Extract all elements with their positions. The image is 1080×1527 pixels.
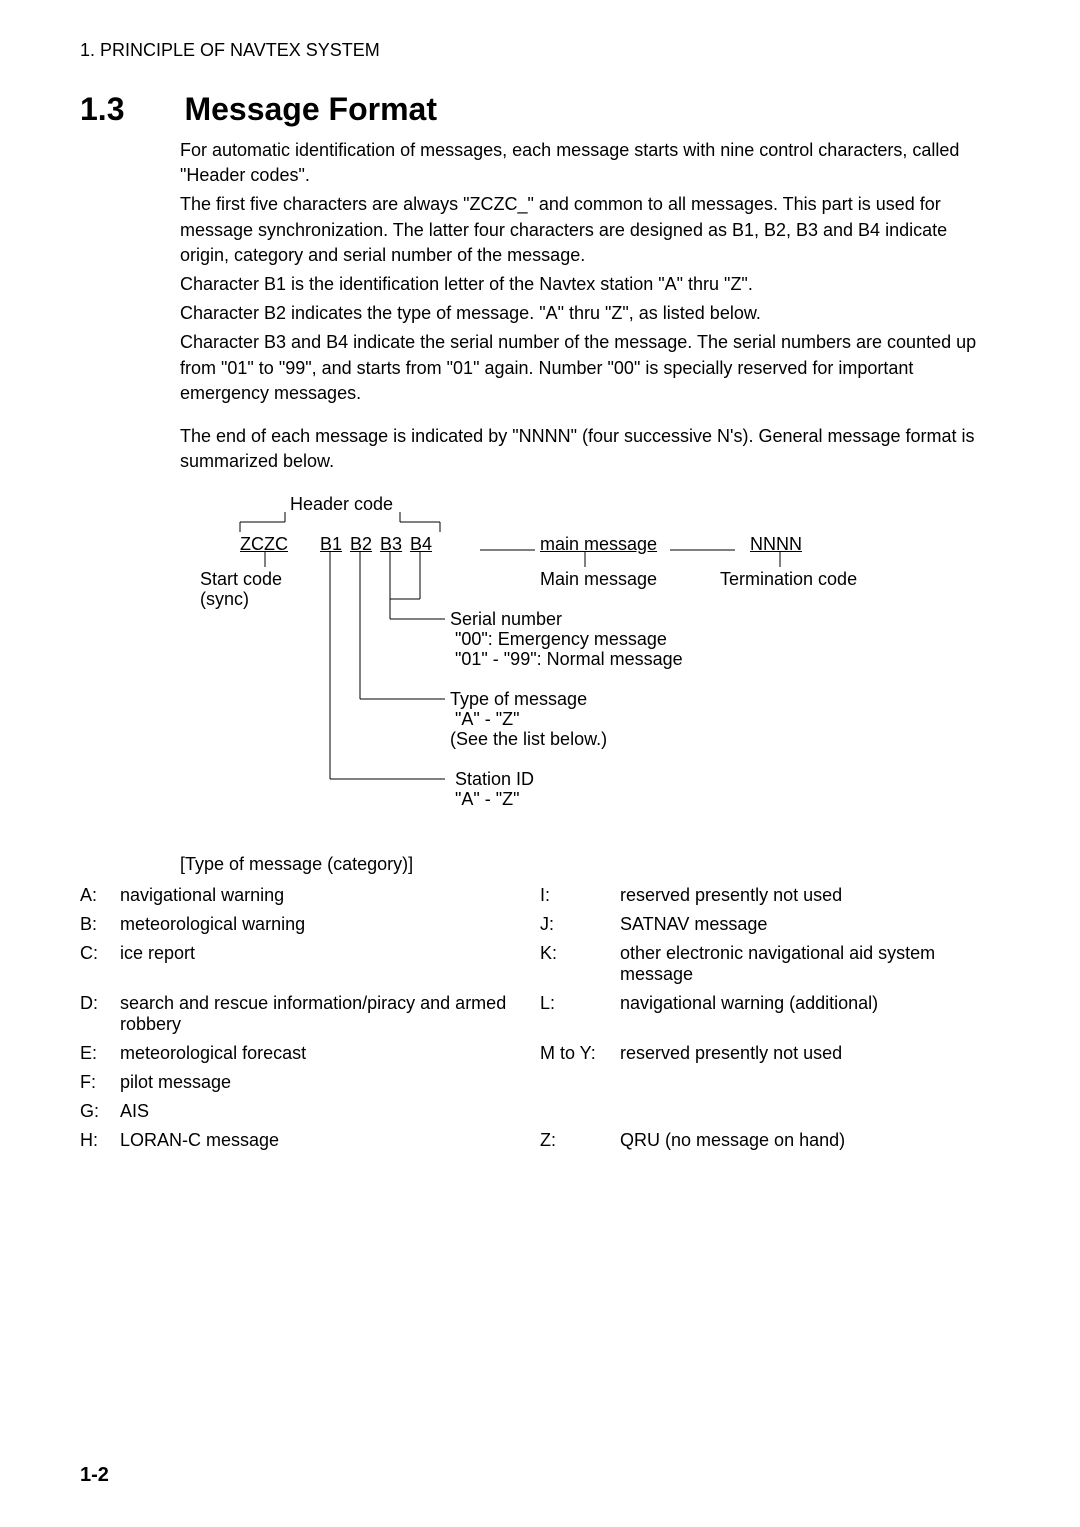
table-row: A: navigational warning I: reserved pres… (80, 885, 1000, 906)
cat-desc: navigational warning (120, 885, 540, 906)
cat-desc: SATNAV message (620, 914, 1000, 935)
paragraph: Character B1 is the identification lette… (180, 272, 1000, 297)
cat-letter: M to Y: (540, 1043, 620, 1064)
category-table: A: navigational warning I: reserved pres… (80, 885, 1000, 1151)
cat-letter: F: (80, 1072, 120, 1093)
cat-desc: meteorological forecast (120, 1043, 540, 1064)
page-header: 1. PRINCIPLE OF NAVTEX SYSTEM (80, 40, 1000, 61)
cat-desc: meteorological warning (120, 914, 540, 935)
table-row: E: meteorological forecast M to Y: reser… (80, 1043, 1000, 1064)
paragraph: The end of each message is indicated by … (180, 424, 1000, 474)
table-row: G: AIS (80, 1101, 1000, 1122)
cat-desc: reserved presently not used (620, 1043, 1000, 1064)
table-row: F: pilot message (80, 1072, 1000, 1093)
paragraph: For automatic identification of messages… (180, 138, 1000, 188)
cat-desc: other electronic navigational aid system… (620, 943, 1000, 985)
category-heading: [Type of message (category)] (180, 854, 1000, 875)
table-row: H: LORAN-C message Z: QRU (no message on… (80, 1130, 1000, 1151)
section-title: Message Format (184, 91, 437, 128)
section-number: 1.3 (80, 91, 180, 128)
paragraph: The first five characters are always "ZC… (180, 192, 1000, 268)
cat-desc: pilot message (120, 1072, 540, 1093)
body-text-block: For automatic identification of messages… (180, 138, 1000, 474)
cat-desc: AIS (120, 1101, 540, 1122)
section-heading: 1.3 Message Format (80, 91, 1000, 128)
cat-letter: K: (540, 943, 620, 964)
paragraph: Character B3 and B4 indicate the serial … (180, 330, 1000, 406)
cat-letter: Z: (540, 1130, 620, 1151)
cat-letter: E: (80, 1043, 120, 1064)
diagram-lines (180, 494, 980, 854)
cat-desc: reserved presently not used (620, 885, 1000, 906)
cat-letter: G: (80, 1101, 120, 1122)
cat-letter: L: (540, 993, 620, 1014)
table-row: B: meteorological warning J: SATNAV mess… (80, 914, 1000, 935)
cat-letter: D: (80, 993, 120, 1014)
cat-desc: ice report (120, 943, 540, 964)
page-number: 1-2 (80, 1464, 109, 1487)
cat-desc: search and rescue information/piracy and… (120, 993, 540, 1035)
cat-desc: LORAN-C message (120, 1130, 540, 1151)
table-row: C: ice report K: other electronic naviga… (80, 943, 1000, 985)
cat-letter: J: (540, 914, 620, 935)
cat-letter: C: (80, 943, 120, 964)
cat-letter: B: (80, 914, 120, 935)
paragraph: Character B2 indicates the type of messa… (180, 301, 1000, 326)
cat-letter: A: (80, 885, 120, 906)
cat-desc: QRU (no message on hand) (620, 1130, 1000, 1151)
table-row: D: search and rescue information/piracy … (80, 993, 1000, 1035)
cat-letter: I: (540, 885, 620, 906)
cat-letter: H: (80, 1130, 120, 1151)
cat-desc: navigational warning (additional) (620, 993, 1000, 1014)
format-diagram: Header code ZCZC B1 B2 B3 B4 main messag… (180, 494, 1000, 854)
